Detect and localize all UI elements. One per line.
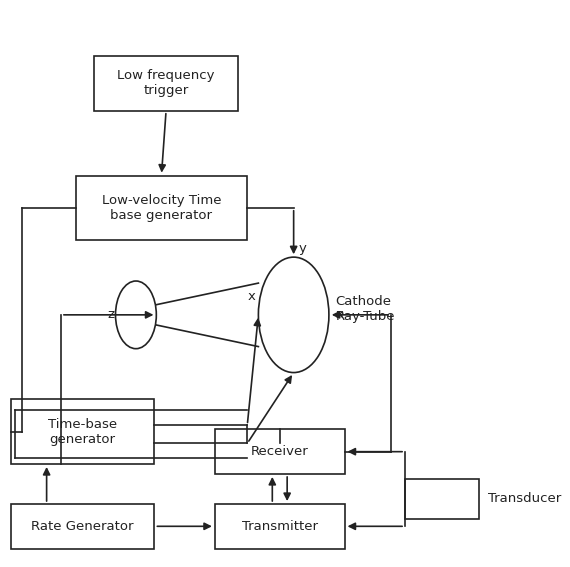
Bar [94, 56, 238, 111]
Text: x: x [248, 290, 256, 303]
Bar [76, 176, 247, 240]
Text: Low-velocity Time
base generator: Low-velocity Time base generator [101, 194, 221, 222]
Text: Transmitter: Transmitter [242, 520, 317, 533]
Text: Rate Generator: Rate Generator [31, 520, 134, 533]
Text: y: y [298, 242, 306, 255]
Text: Receiver: Receiver [251, 445, 308, 458]
Text: Low frequency
trigger: Low frequency trigger [117, 70, 215, 98]
Text: Cathode
Ray-Tube: Cathode Ray-Tube [335, 295, 395, 323]
Text: Transducer: Transducer [488, 492, 562, 505]
Bar [215, 504, 345, 549]
Bar [215, 429, 345, 474]
Bar [11, 399, 154, 464]
Text: x: x [335, 308, 343, 321]
Bar [11, 504, 154, 549]
Text: Time-base
generator: Time-base generator [48, 418, 117, 446]
Text: z: z [108, 308, 115, 321]
Bar [405, 479, 479, 519]
